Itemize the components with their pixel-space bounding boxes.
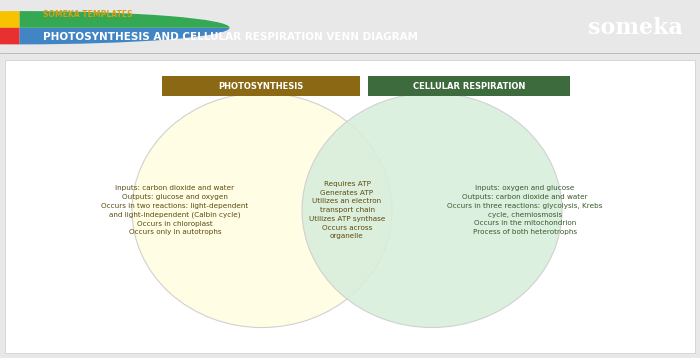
Text: CELLULAR RESPIRATION: CELLULAR RESPIRATION [413,82,525,91]
Text: Requires ATP
Generates ATP
Utilizes an electron
transport chain
Utilizes ATP syn: Requires ATP Generates ATP Utilizes an e… [309,181,385,240]
Ellipse shape [302,93,562,328]
Text: PHOTOSYNTHESIS AND CELLULAR RESPIRATION VENN DIAGRAM: PHOTOSYNTHESIS AND CELLULAR RESPIRATION … [43,32,419,42]
Text: SOMEKA TEMPLATES: SOMEKA TEMPLATES [43,10,133,19]
FancyBboxPatch shape [368,77,570,96]
Text: PHOTOSYNTHESIS: PHOTOSYNTHESIS [218,82,304,91]
FancyBboxPatch shape [162,77,360,96]
Wedge shape [20,11,230,28]
Text: Inputs: carbon dioxide and water
Outputs: glucose and oxygen
Occurs in two react: Inputs: carbon dioxide and water Outputs… [102,185,248,235]
Text: Inputs: oxygen and glucose
Outputs: carbon dioxide and water
Occurs in three rea: Inputs: oxygen and glucose Outputs: carb… [447,185,603,235]
Wedge shape [0,28,20,44]
Ellipse shape [132,93,392,328]
Wedge shape [0,11,20,28]
FancyBboxPatch shape [5,61,695,353]
Wedge shape [20,28,230,44]
Text: someka: someka [587,17,682,39]
